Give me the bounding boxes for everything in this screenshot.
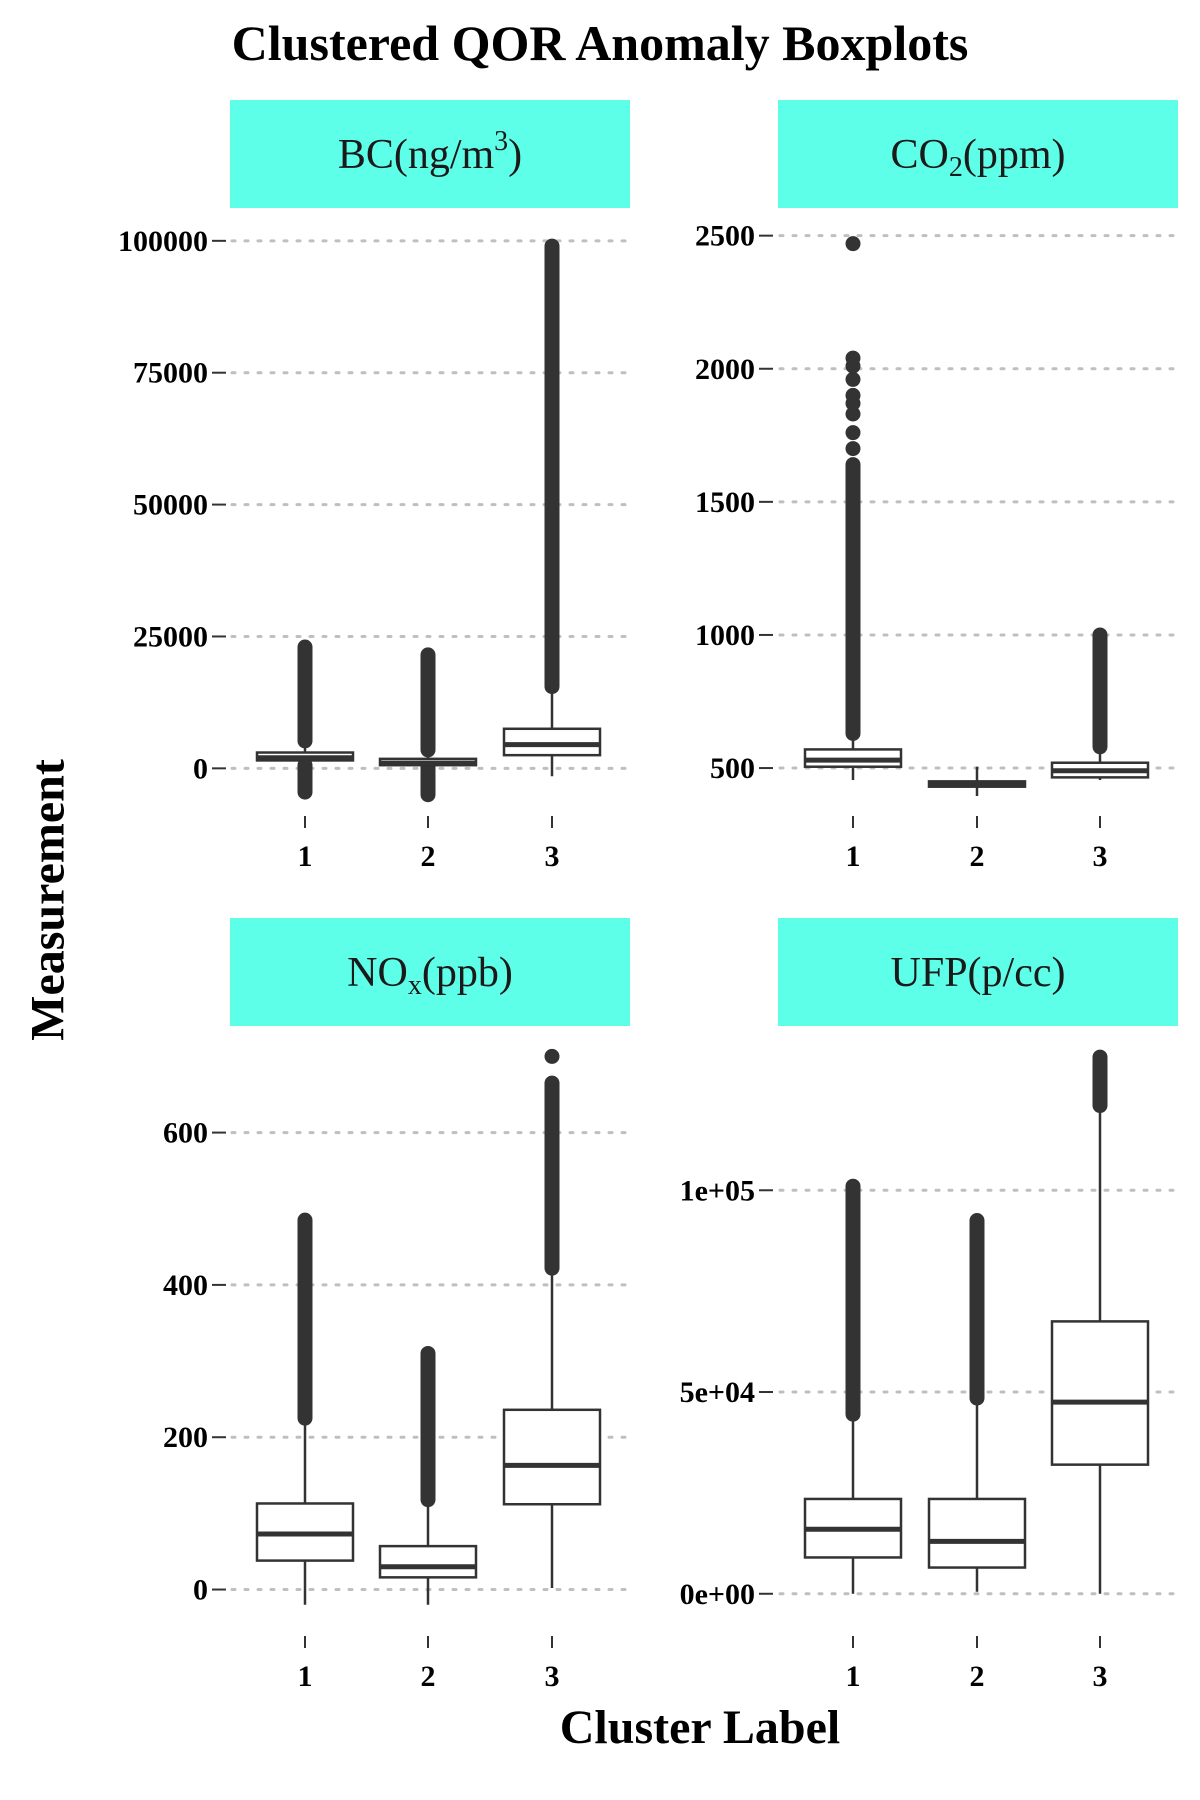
y-tick-label: 1000: [695, 619, 755, 652]
box-iqr: [502, 727, 602, 757]
box-iqr: [378, 1544, 478, 1579]
box-iqr: [927, 1497, 1027, 1569]
strip-label-main: NO: [347, 950, 408, 996]
box-cluster-3: [1050, 1049, 1150, 1594]
y-tick-label: 25000: [133, 620, 208, 653]
x-tick-label: 1: [298, 1660, 313, 1693]
y-tick-label: 50000: [133, 489, 208, 522]
outlier-point: [845, 236, 861, 252]
x-tick-label: 2: [970, 1660, 985, 1693]
strip-label-tail: (ppm): [963, 132, 1066, 178]
x-tick-label: 3: [545, 1660, 560, 1693]
x-tick-label: 1: [298, 840, 313, 873]
facet-strip-label: NOx(ppb): [347, 950, 513, 1001]
box-cluster-1: [255, 639, 355, 800]
box-cluster-1: [803, 236, 903, 781]
y-tick-label: 0: [193, 1574, 208, 1607]
outlier-point: [845, 371, 861, 387]
y-tick-label: 2500: [695, 220, 755, 253]
y-tick-label: 2000: [695, 353, 755, 386]
facet-strip: [230, 100, 630, 208]
strip-label-main: BC(ng/m: [338, 132, 495, 178]
outlier-point: [845, 387, 861, 403]
box-cluster-1: [255, 1212, 355, 1605]
strip-label-tail: ): [508, 132, 522, 178]
box-cluster-3: [502, 238, 602, 777]
y-tick-label: 1500: [695, 486, 755, 519]
outlier-point: [845, 350, 861, 366]
y-tick-label: 400: [163, 1269, 208, 1302]
facet-strip: [230, 918, 630, 1026]
y-tick-label: 75000: [133, 357, 208, 390]
y-tick-label: 0: [193, 752, 208, 785]
box-cluster-2: [927, 766, 1027, 797]
box-iqr: [1050, 1320, 1150, 1466]
x-tick-label: 2: [970, 840, 985, 873]
x-tick-label: 3: [545, 840, 560, 873]
outlier-point: [845, 425, 861, 441]
facet-strip: [778, 918, 1178, 1026]
facet-strip-label: BC(ng/m3): [338, 126, 522, 178]
y-tick-label: 200: [163, 1421, 208, 1454]
y-tick-label: 0e+00: [680, 1578, 755, 1611]
strip-label-main: UFP(p/cc): [891, 950, 1066, 996]
x-axis-label-text: Cluster Label: [559, 1701, 841, 1754]
x-tick-label: 3: [1093, 1660, 1108, 1693]
facet-panel-3: NOx(ppb) 0 200 400 600 1 2 3: [163, 918, 634, 1693]
outlier-point: [845, 406, 861, 422]
box-cluster-2: [378, 647, 478, 803]
strip-label-main: CO: [890, 132, 948, 178]
y-tick-label: 1e+05: [680, 1174, 755, 1207]
x-tick-label: 1: [846, 1660, 861, 1693]
strip-label-subscript: 2: [949, 152, 963, 183]
x-axis-label: Cluster Label: [0, 1700, 1200, 1755]
outlier-point: [845, 441, 861, 457]
x-tick-label: 3: [1093, 840, 1108, 873]
outlier-point: [544, 1048, 560, 1064]
x-tick-label: 2: [421, 840, 436, 873]
box-cluster-2: [378, 1345, 478, 1605]
y-tick-label: 600: [163, 1117, 208, 1150]
facet-strip: [778, 100, 1178, 208]
box-cluster-3: [1050, 627, 1150, 781]
x-tick-label: 2: [421, 1660, 436, 1693]
box-cluster-2: [927, 1213, 1027, 1592]
facet-panel-4: UFP(p/cc) 0e+00 5e+04 1e+05 1 2 3: [680, 918, 1182, 1693]
chart-title: Clustered QOR Anomaly Boxplots: [231, 15, 969, 71]
y-tick-label: 500: [710, 752, 755, 785]
box-iqr: [502, 1408, 602, 1506]
x-tick-label: 1: [846, 840, 861, 873]
box-cluster-3: [502, 1048, 602, 1589]
facet-strip-label: UFP(p/cc): [891, 950, 1066, 996]
y-tick-label: 5e+04: [680, 1376, 755, 1409]
strip-label-tail: (ppb): [422, 950, 513, 996]
strip-label-superscript: 3: [494, 126, 508, 157]
facet-strip-label: CO2(ppm): [890, 132, 1065, 183]
box-cluster-1: [803, 1178, 903, 1594]
y-tick-label: 100000: [118, 225, 208, 258]
strip-label-subscript: x: [408, 970, 422, 1001]
